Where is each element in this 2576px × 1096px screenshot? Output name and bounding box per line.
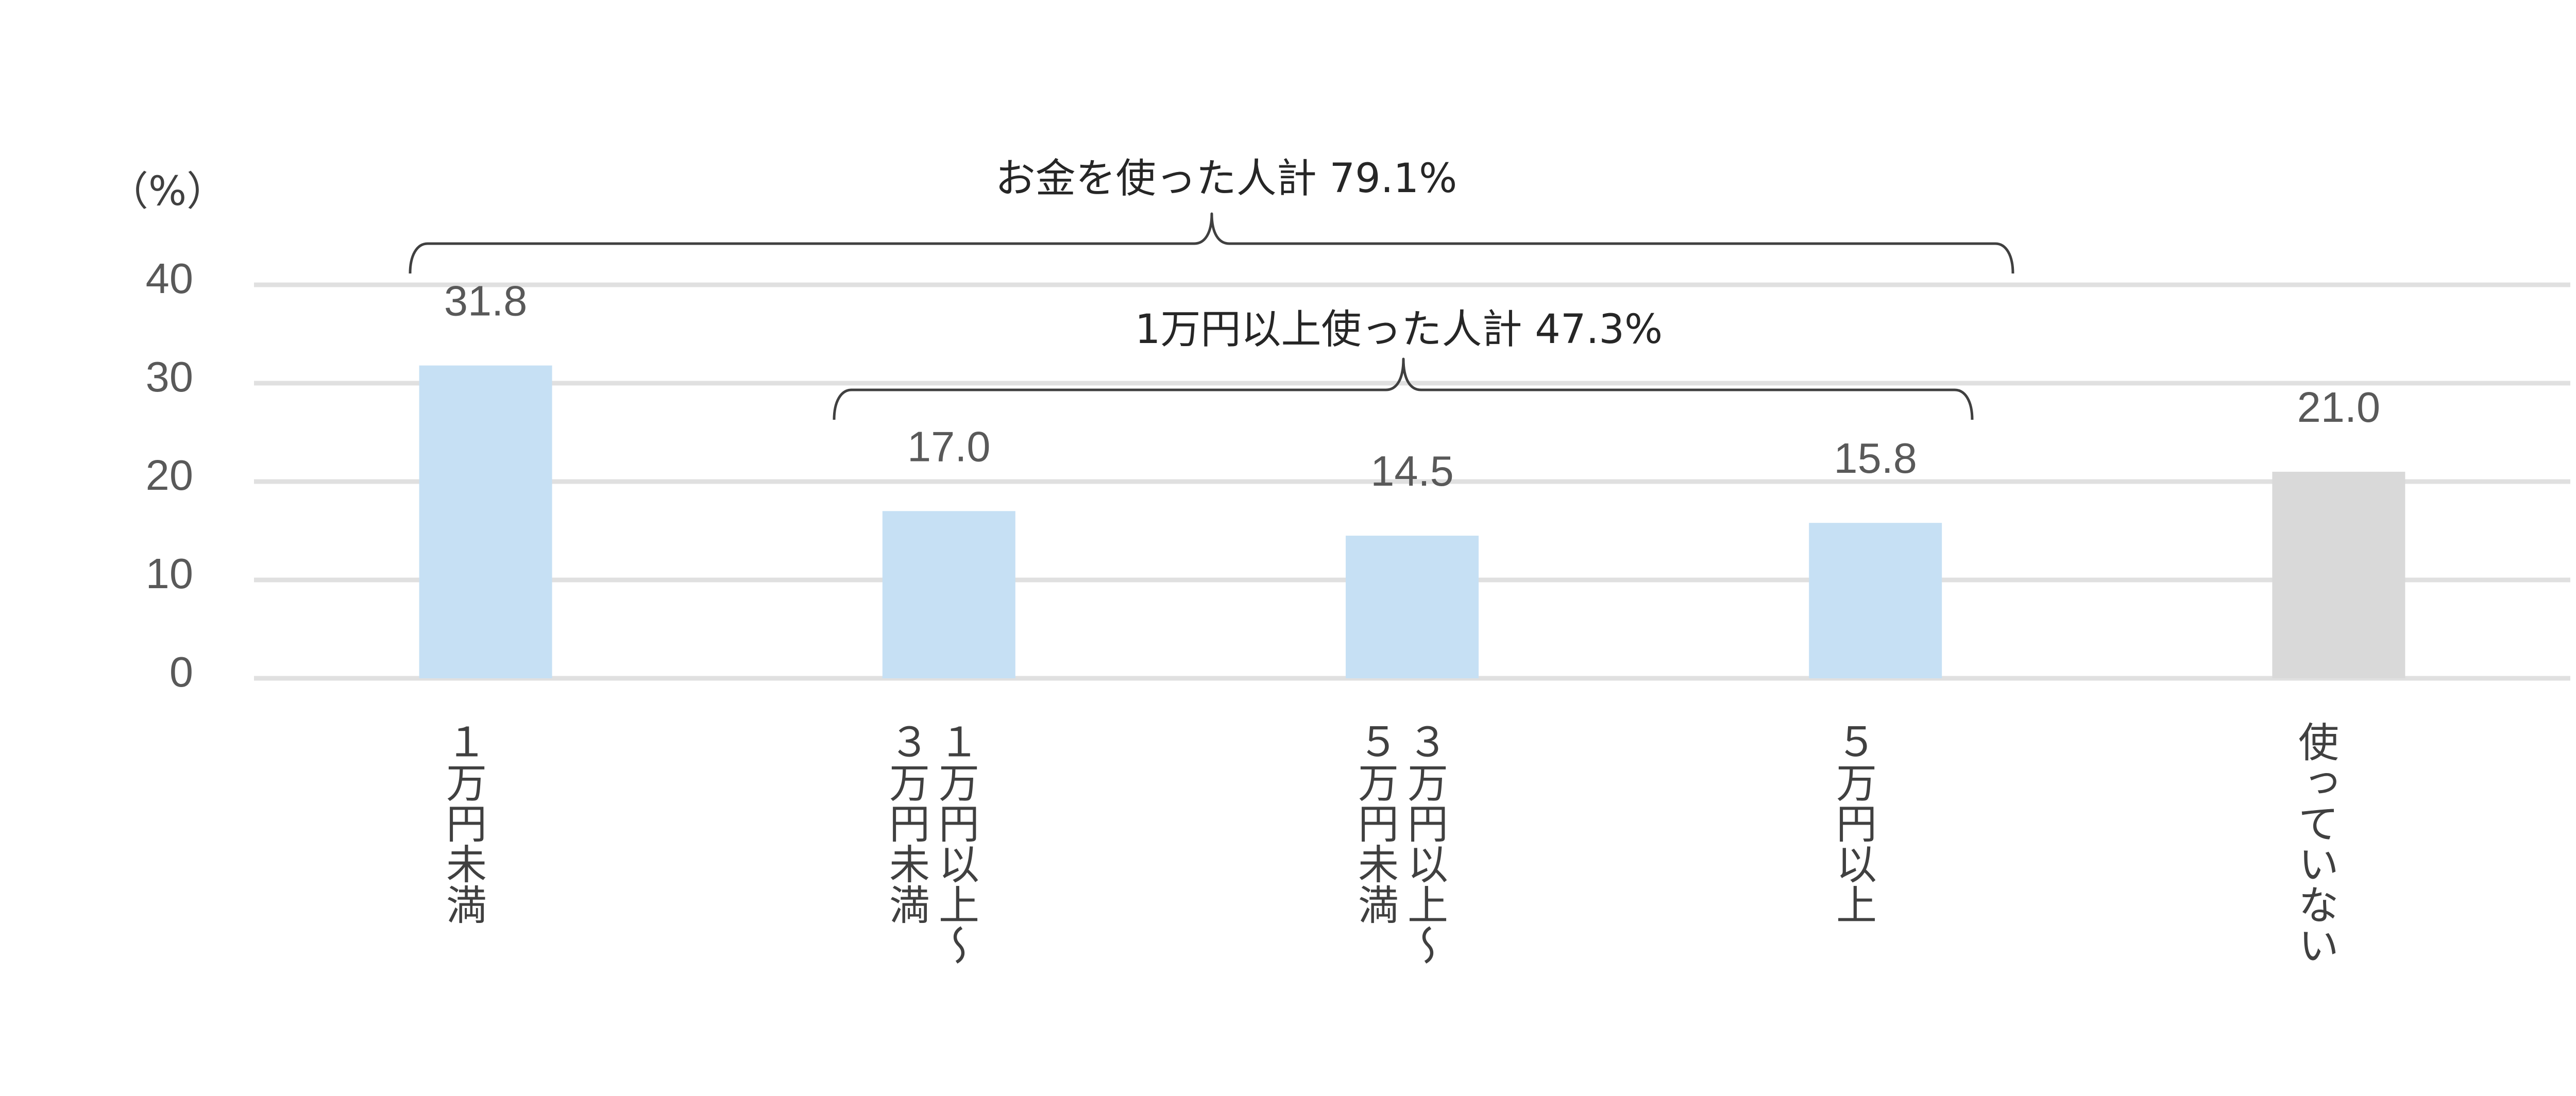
y-axis-unit-label: （%） bbox=[108, 168, 227, 215]
gridlines bbox=[254, 282, 2570, 681]
y-tick-label: 0 bbox=[170, 648, 193, 696]
annotation-total-spent: お金を使った人計 79.1% bbox=[409, 156, 2014, 274]
y-tick-label: 10 bbox=[146, 550, 193, 597]
annotation-total-over-10k: 1万円以上使った人計 47.3% bbox=[833, 306, 1974, 420]
bars bbox=[419, 365, 2405, 678]
y-tick-label: 40 bbox=[146, 254, 193, 302]
category-label: ５万円以上 bbox=[1829, 721, 1876, 924]
bar-under-10k bbox=[419, 365, 552, 678]
value-label: 17.0 bbox=[907, 422, 991, 470]
bar-30k-to-50k bbox=[1346, 536, 1479, 678]
bar-over-50k bbox=[1809, 523, 1942, 678]
curly-bracket-icon bbox=[409, 212, 2014, 274]
value-label: 31.8 bbox=[444, 277, 528, 325]
annotation-total-spent-text: お金を使った人計 79.1% bbox=[995, 156, 1458, 202]
value-labels: 31.8 17.0 14.5 15.8 21.0 bbox=[444, 277, 2380, 495]
y-tick-label: 20 bbox=[146, 451, 193, 499]
category-label: 使っていない bbox=[2291, 721, 2338, 965]
value-label: 21.0 bbox=[2297, 383, 2381, 431]
curly-bracket-icon bbox=[833, 357, 1974, 420]
category-label: １万円未満 bbox=[439, 721, 486, 924]
bar-not-used bbox=[2272, 471, 2405, 678]
y-axis-ticks: 0 10 20 30 40 bbox=[146, 254, 193, 696]
value-label: 14.5 bbox=[1370, 447, 1454, 495]
annotation-total-over-10k-text: 1万円以上使った人計 47.3% bbox=[1135, 306, 1663, 353]
category-label: ３万円以上～５万円未満 bbox=[1351, 721, 1448, 965]
y-tick-label: 30 bbox=[146, 353, 193, 401]
category-label: １万円以上～３万円未満 bbox=[882, 721, 979, 965]
bar-10k-to-30k bbox=[882, 511, 1015, 678]
value-label: 15.8 bbox=[1834, 434, 1917, 482]
